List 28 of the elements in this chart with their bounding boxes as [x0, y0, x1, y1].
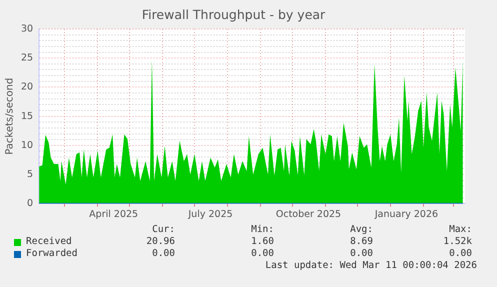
- text: 1.52k: [443, 236, 472, 247]
- text: Last update: Wed Mar 11 00:00:04 2026: [265, 260, 477, 271]
- legend-label: Forwarded: [26, 248, 78, 259]
- legend-label: Received: [26, 236, 72, 247]
- text: Min:: [251, 224, 274, 235]
- text: Max:: [449, 224, 472, 235]
- x-tick-label: January 2026: [374, 208, 438, 220]
- text: 0.00: [152, 248, 175, 259]
- text: 0.00: [449, 248, 472, 259]
- text: Avg:: [350, 224, 373, 235]
- y-tick-label: 0: [27, 198, 34, 210]
- y-tick-label: 25: [20, 52, 34, 64]
- x-tick-label: July 2025: [187, 208, 233, 220]
- text: 1.60: [251, 236, 274, 247]
- y-tick-label: 5: [27, 168, 34, 180]
- y-tick-label: 10: [20, 140, 34, 151]
- chart-title: Firewall Throughput - by year: [142, 6, 326, 22]
- text: 8.69: [350, 236, 373, 247]
- text: 20.96: [146, 236, 175, 247]
- y-axis-title: Packets/second: [4, 78, 16, 155]
- x-tick-label: April 2025: [89, 208, 138, 220]
- text: Cur:: [152, 224, 175, 235]
- y-tick-label: 20: [20, 82, 34, 93]
- text: 0.00: [251, 248, 274, 259]
- y-tick-label: 15: [20, 110, 34, 122]
- x-tick-label: October 2025: [276, 208, 342, 220]
- y-tick-label: 30: [20, 23, 34, 34]
- text: 0.00: [350, 248, 373, 259]
